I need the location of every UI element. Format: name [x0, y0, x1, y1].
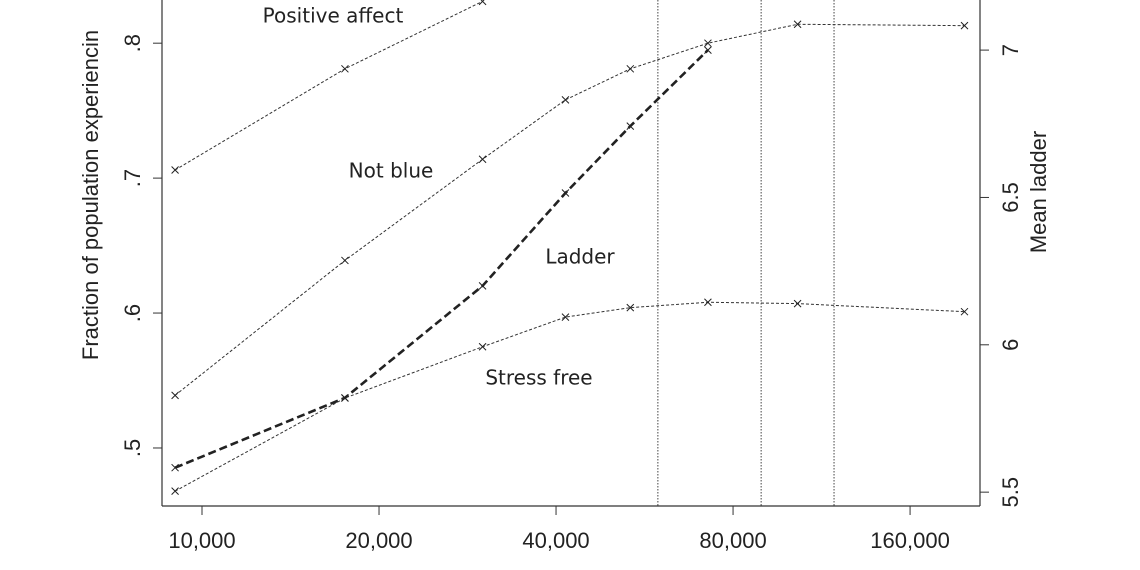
- marker: [478, 282, 487, 290]
- y2-tick-label: 5.5: [998, 477, 1023, 508]
- y2-tick-label: 7: [998, 44, 1023, 56]
- x-tick-label: 80,000: [699, 528, 766, 553]
- x-tick-label: 20,000: [345, 528, 412, 553]
- marker: [171, 487, 179, 496]
- marker: [478, 342, 487, 351]
- series-line: [174, 49, 709, 469]
- marker: [341, 64, 349, 73]
- y2-axis-label: Mean ladder: [1026, 131, 1051, 253]
- y-tick-label: .5: [120, 439, 145, 457]
- series-line: [174, 301, 965, 492]
- marker: [561, 189, 570, 197]
- marker: [960, 307, 969, 316]
- marker: [793, 20, 802, 29]
- marker: [626, 303, 635, 312]
- y-tick-label: .8: [120, 34, 145, 52]
- marker: [171, 391, 179, 400]
- marker: [626, 64, 635, 73]
- y2-tick-label: 6: [998, 339, 1023, 351]
- marker: [478, 155, 487, 164]
- series-label: Positive affect: [263, 4, 404, 28]
- x-tick-label: 40,000: [522, 528, 589, 553]
- marker: [341, 256, 349, 265]
- marker: [561, 313, 570, 321]
- marker: [793, 299, 802, 308]
- y-tick-label: .7: [120, 169, 145, 187]
- series-line: [174, 23, 965, 396]
- marker: [171, 463, 179, 472]
- marker: [626, 122, 635, 130]
- marker: [341, 394, 349, 402]
- marker: [704, 39, 712, 48]
- y2-tick-label: 6.5: [998, 182, 1023, 213]
- marker: [478, 0, 487, 6]
- x-tick-label: 160,000: [870, 528, 950, 553]
- marker: [960, 21, 969, 30]
- marker: [704, 298, 712, 307]
- x-tick-label: 10,000: [168, 528, 235, 553]
- marker: [704, 46, 712, 54]
- marker: [561, 95, 570, 104]
- series-label: Stress free: [485, 366, 592, 390]
- series-label: Ladder: [545, 245, 615, 269]
- series-label: Not blue: [349, 159, 434, 183]
- y-tick-label: .6: [120, 304, 145, 322]
- y-axis-label: Fraction of population experiencin: [78, 30, 103, 360]
- marker: [171, 166, 179, 174]
